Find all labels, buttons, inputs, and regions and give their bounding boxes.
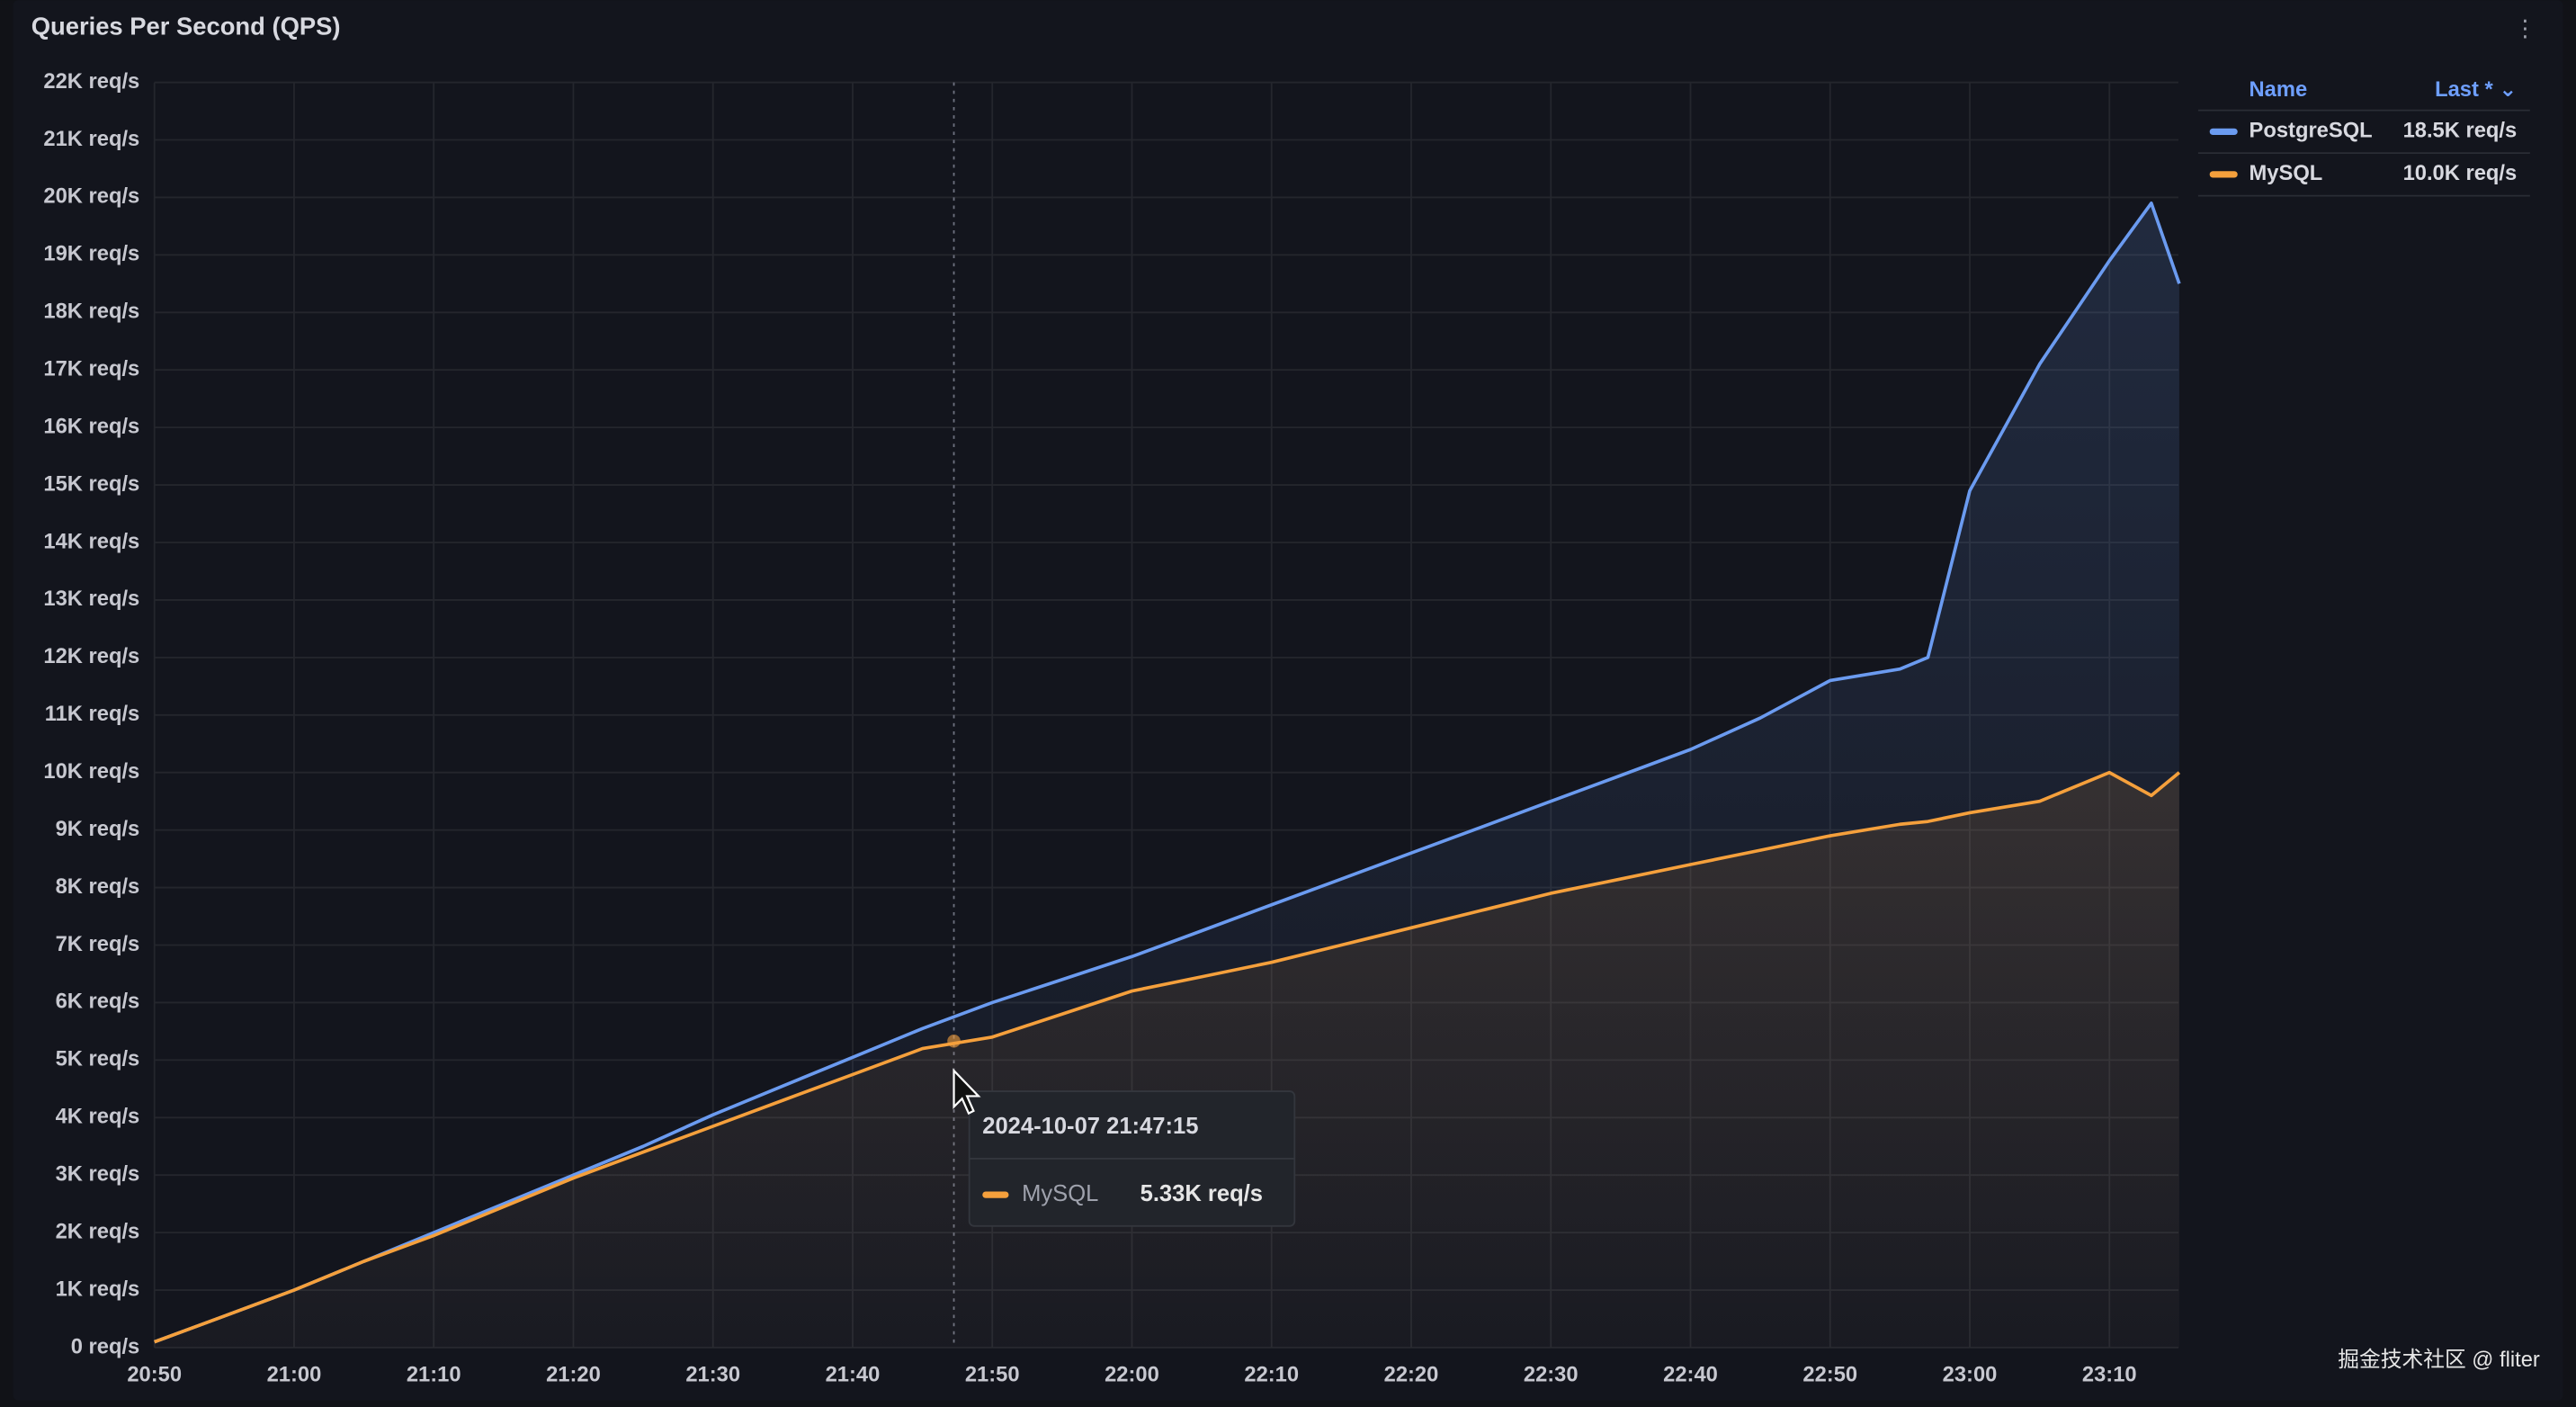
y-tick-label: 17K req/s <box>43 357 139 381</box>
watermark: 掘金技术社区 @ fliter <box>2338 1348 2540 1372</box>
y-tick-label: 2K req/s <box>56 1220 140 1243</box>
y-tick-label: 18K req/s <box>43 300 139 324</box>
tooltip: 2024-10-07 21:47:15 MySQL 5.33K req/s <box>953 1068 1296 1227</box>
y-tick-label: 12K req/s <box>43 645 139 668</box>
y-tick-label: 10K req/s <box>43 760 139 784</box>
y-tick-label: 0 req/s <box>71 1335 140 1358</box>
x-tick-label: 21:30 <box>685 1363 740 1386</box>
x-tick-label: 21:10 <box>407 1363 461 1386</box>
y-tick-label: 3K req/s <box>56 1162 140 1186</box>
x-tick-label: 22:40 <box>1663 1363 1718 1386</box>
y-tick-label: 20K req/s <box>43 185 139 209</box>
y-tick-label: 1K req/s <box>56 1277 140 1301</box>
y-tick-label: 22K req/s <box>43 70 139 94</box>
y-tick-label: 21K req/s <box>43 128 139 151</box>
y-tick-label: 8K req/s <box>56 875 140 899</box>
cursor <box>953 1068 981 1116</box>
area-fill <box>154 772 2179 1348</box>
y-tick-label: 15K req/s <box>43 472 139 496</box>
x-tick-label: 23:00 <box>1943 1363 1998 1386</box>
tooltip-value: 5.33K req/s <box>1140 1181 1263 1206</box>
tooltip-time: 2024-10-07 21:47:15 <box>982 1114 1198 1139</box>
y-tick-label: 9K req/s <box>56 818 140 841</box>
legend-last-value: 18.5K req/s <box>2403 120 2518 143</box>
legend-last-value: 10.0K req/s <box>2403 162 2518 185</box>
y-tick-label: 5K req/s <box>56 1048 140 1071</box>
x-tick-label: 21:50 <box>965 1363 1020 1386</box>
x-tick-label: 22:00 <box>1105 1363 1159 1386</box>
y-tick-label: 6K req/s <box>56 990 140 1014</box>
series-line <box>154 770 2181 1344</box>
tooltip-series: MySQL <box>1022 1181 1098 1206</box>
legend-name[interactable]: MySQL <box>2250 162 2323 185</box>
x-tick-label: 23:10 <box>2082 1363 2137 1386</box>
y-tick-label: 4K req/s <box>56 1106 140 1129</box>
legend-header-name[interactable]: Name <box>2250 78 2308 102</box>
line-layer <box>154 201 2181 1344</box>
legend: Name Last * ⌄ PostgreSQL 18.5K req/s MySQL… <box>2197 78 2530 197</box>
x-tick-label: 21:00 <box>267 1363 322 1386</box>
menu-icon[interactable]: ⋮ <box>2514 16 2537 41</box>
chart-title: Queries Per Second (QPS) <box>31 13 341 40</box>
area-layer <box>154 202 2179 1349</box>
legend-header-value[interactable]: Last * ⌄ <box>2435 78 2517 102</box>
legend-name[interactable]: PostgreSQL <box>2250 120 2373 143</box>
hover-point <box>947 1034 961 1048</box>
x-tick-label: 22:30 <box>1524 1363 1579 1386</box>
y-tick-label: 7K req/s <box>56 933 140 956</box>
x-tick-label: 21:40 <box>826 1363 881 1386</box>
y-tick-label: 19K req/s <box>43 243 139 266</box>
y-tick-label: 13K req/s <box>43 587 139 611</box>
y-tick-label: 14K req/s <box>43 530 139 553</box>
x-tick-label: 22:10 <box>1244 1363 1299 1386</box>
y-tick-label: 16K req/s <box>43 415 139 438</box>
y-tick-label: 11K req/s <box>45 703 140 726</box>
series-line <box>154 201 2181 1344</box>
x-tick-label: 22:20 <box>1384 1363 1439 1386</box>
x-tick-label: 20:50 <box>127 1363 182 1386</box>
x-tick-label: 21:20 <box>546 1363 601 1386</box>
x-tick-label: 22:50 <box>1802 1363 1857 1386</box>
